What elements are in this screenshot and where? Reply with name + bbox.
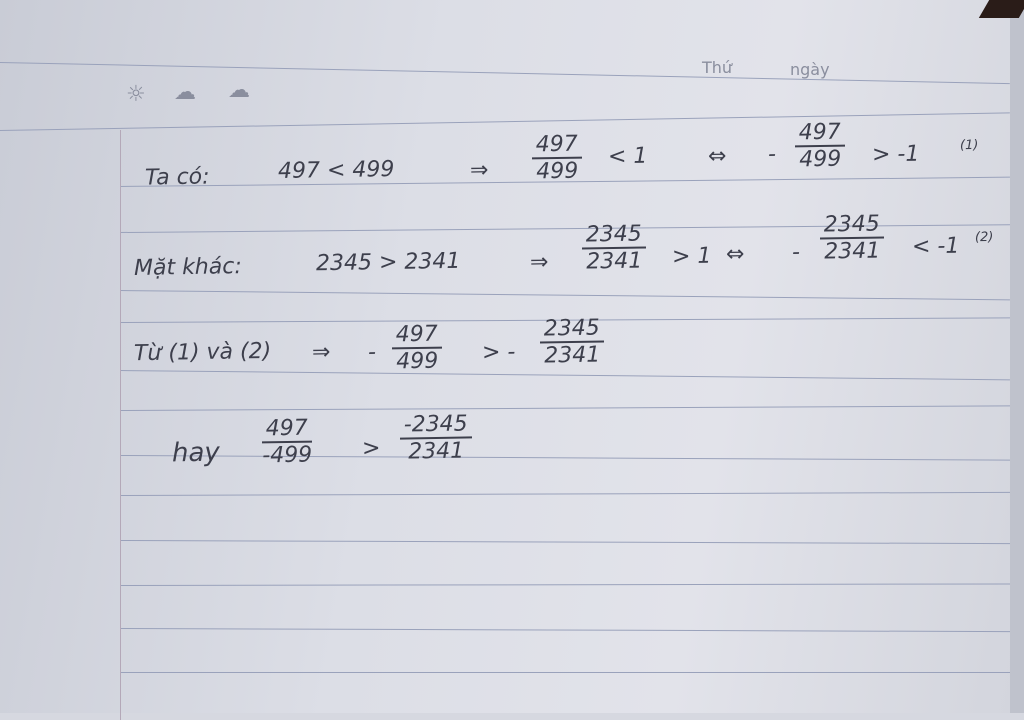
equation-tag: (2)	[974, 229, 994, 246]
line2-label: Mặt khác:	[133, 254, 242, 281]
ruled-line	[0, 112, 1010, 131]
implies-arrow: ⇒	[469, 157, 489, 184]
relation: > -	[481, 339, 516, 366]
fraction: 497 499	[391, 321, 443, 375]
iff-arrow: ⇔	[707, 143, 727, 170]
implies-arrow: ⇒	[529, 249, 549, 276]
relation: < -1	[911, 233, 960, 260]
ruled-line	[119, 370, 1010, 381]
header-rule	[0, 62, 1010, 85]
relation: >	[361, 435, 381, 462]
ruled-line	[119, 290, 1010, 301]
implies-arrow: ⇒	[311, 339, 331, 366]
fraction: 2345 2341	[539, 315, 605, 368]
relation: > 1	[671, 243, 712, 270]
fraction: 497 499	[794, 119, 846, 173]
fraction: 2345 2341	[581, 221, 647, 274]
ruled-line	[119, 405, 1010, 411]
ruled-line	[119, 455, 1010, 461]
relation: > -1	[871, 141, 920, 168]
cloud-icon: ☁	[228, 78, 250, 103]
equation-tag: (1)	[959, 137, 979, 154]
line1-label: Ta có:	[144, 164, 210, 191]
day-label: Thứ	[702, 58, 733, 77]
fraction: 497 -499	[261, 415, 313, 469]
minus-sign: -	[791, 239, 801, 266]
fraction: -2345 2341	[399, 411, 473, 464]
ruled-line	[120, 672, 1010, 673]
relation: < 1	[607, 143, 648, 170]
minus-sign: -	[367, 339, 377, 366]
ruled-line	[119, 583, 1010, 586]
line1-expr: 497 < 499	[277, 156, 395, 185]
sun-icon: ☼	[126, 82, 146, 107]
line3-label: Từ (1) và (2)	[133, 338, 272, 367]
iff-arrow: ⇔	[725, 241, 745, 268]
margin-line	[120, 130, 121, 720]
minus-sign: -	[767, 141, 777, 168]
line2-expr: 2345 > 2341	[315, 248, 461, 277]
date-label: ngày	[790, 60, 830, 79]
ruled-line	[119, 628, 1010, 633]
page-edge	[1010, 0, 1024, 713]
ruled-line	[119, 540, 1010, 545]
rain-cloud-icon: ☁	[174, 80, 196, 105]
fraction: 497 499	[531, 131, 583, 185]
fraction: 2345 2341	[819, 211, 885, 264]
ruled-line	[119, 491, 1010, 496]
line4-label: hay	[171, 437, 221, 469]
